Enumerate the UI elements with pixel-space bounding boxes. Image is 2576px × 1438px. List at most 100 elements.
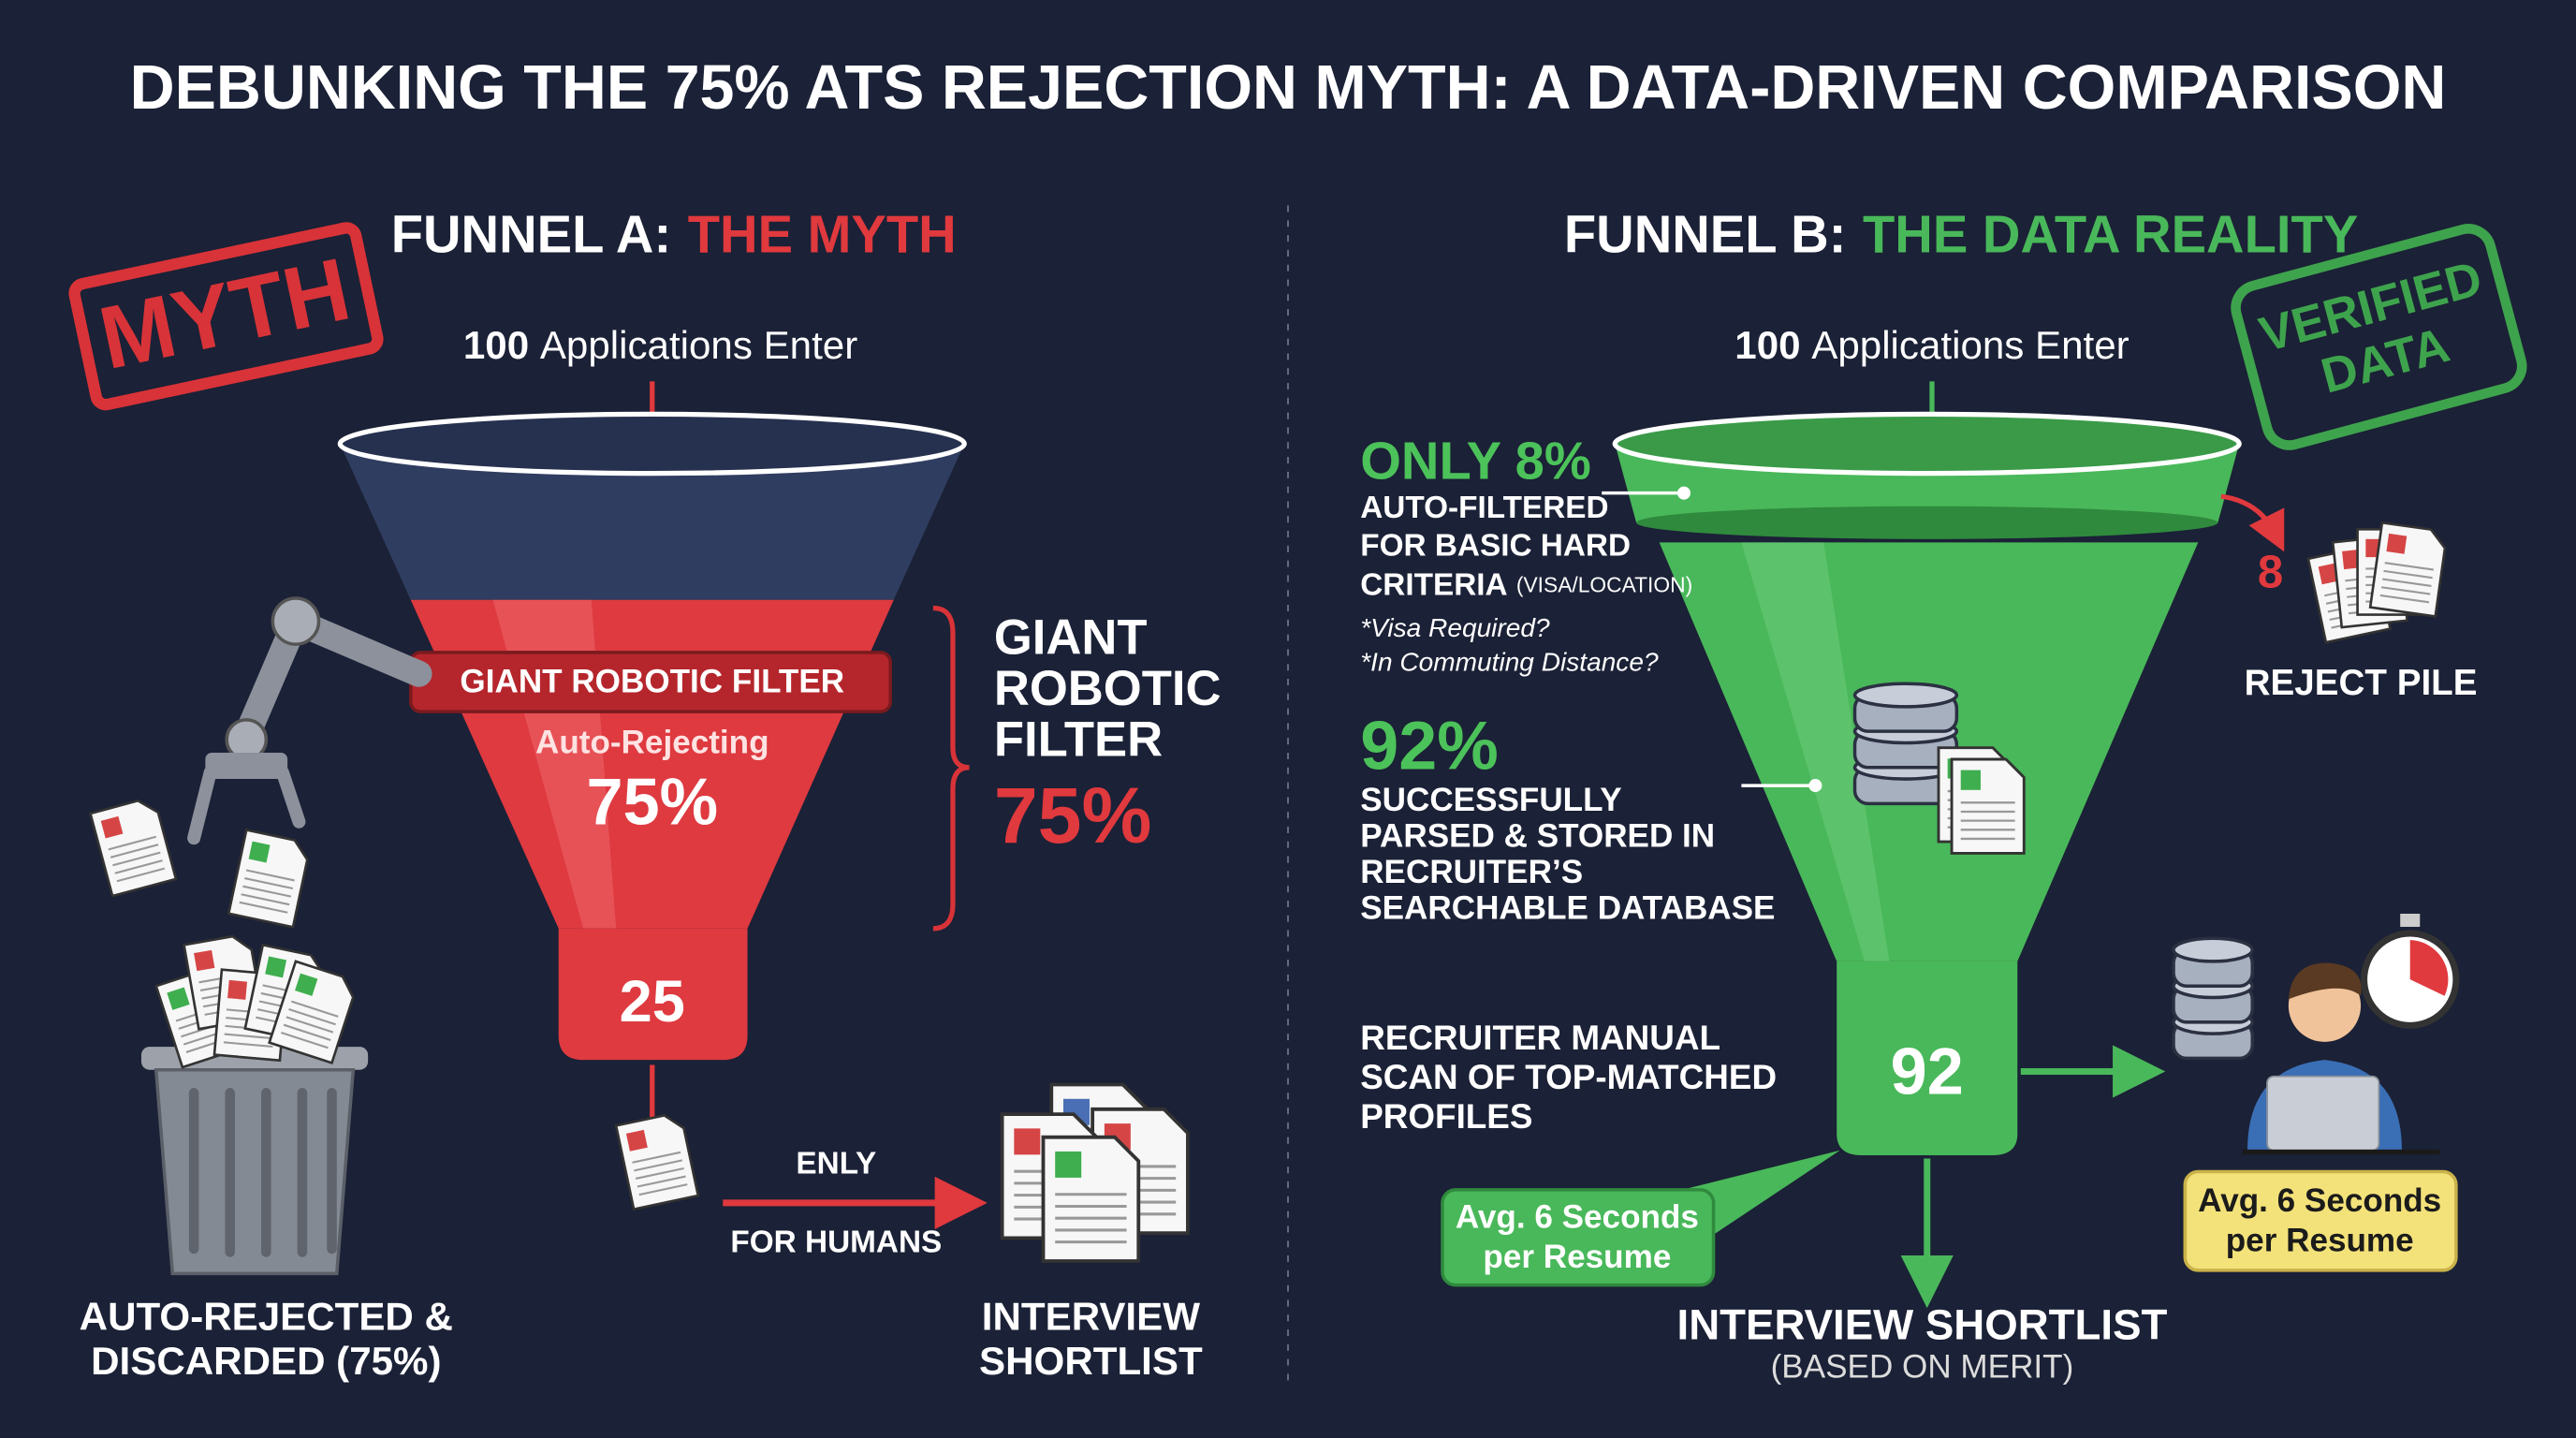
trash-ribs [188,1088,337,1257]
robot-arm [187,596,432,845]
funnel-rim [337,411,967,477]
database-icon [1852,682,1959,806]
side-label: FILTER [994,712,1163,767]
reject-label: REJECT PILE [2245,663,2478,703]
yellow-callout-text: Avg. 6 Seconds [2198,1182,2441,1219]
green-callout-text: Avg. 6 Seconds [1456,1199,1699,1236]
resume-line [290,1000,339,1018]
funnel-a-heading: FUNNEL A: THE MYTH [391,204,957,263]
resume [227,828,309,929]
stopwatch-crown [2400,913,2421,928]
database-icon [2172,936,2254,1061]
heading-prefix: FUNNEL B: [1564,204,1847,263]
resume-line [285,1016,334,1034]
resume-line [114,859,163,874]
resume [268,960,355,1065]
resume-line [224,1033,274,1040]
resume-line [244,877,293,890]
arm-hand [205,752,288,780]
resume-line [2383,569,2433,580]
band-edge [1636,506,2218,539]
resume-line [2384,562,2435,571]
trash-can [140,1047,369,1276]
title: DEBUNKING THE 75% ATS REJECTION MYTH: A … [130,53,2447,123]
heading-highlight: THE DATA REALITY [1863,204,2358,263]
shortlist-label: INTERVIEW SHORTLIST [1677,1300,2168,1348]
resume-photo [295,973,318,996]
resume-line [283,1023,331,1041]
resume-photo [625,1129,648,1152]
filtered-line: FOR BASIC HARD [1360,528,1631,563]
stored-line: SUCCESSFULLY [1360,782,1622,818]
resume-photo [265,956,287,978]
db-top [1852,682,1959,709]
resume-line [2379,594,2430,604]
filtered-headline: ONLY 8% [1360,432,1591,491]
entry-count: 100 [1734,323,1800,367]
resume-sheet [2368,521,2447,618]
filtered-line: AUTO-FILTERED [1360,491,1608,525]
resume-line [281,1032,329,1049]
entry-label: Applications Enter [1811,323,2129,367]
discard-label: AUTO-REJECTED & [80,1295,453,1339]
side-label: GIANT [994,610,1148,666]
yellow-callout-text: per Resume [2226,1222,2414,1258]
stopwatch [2361,913,2460,1029]
entry-text: 100 Applications Enter [463,323,857,367]
shortlist-label: INTERVIEW [982,1295,1200,1339]
shortlist-note: (BASED ON MERIT) [1771,1348,2074,1385]
resume-line [637,1175,686,1188]
resume-line [634,1159,683,1172]
resume-line [108,835,157,851]
filter-sub: Auto-Rejecting [535,724,769,760]
funnel-b-heading: FUNNEL B: THE DATA REALITY [1564,204,2358,263]
bracket [932,605,970,932]
resume-line [242,885,292,898]
resume-sheet [227,828,309,929]
filtered-line: CRITERIA (VISA/LOCATION) [1360,568,1692,603]
resume-line [241,893,290,906]
resume [88,799,178,898]
arm-joint [271,596,321,646]
laptop [2266,1075,2380,1152]
reject-count: 8 [2258,547,2283,597]
scan-line: RECRUITER MANUAL [1360,1019,1720,1057]
stored-line: SEARCHABLE DATABASE [1360,890,1775,927]
resume [1041,1135,1141,1263]
resume-line [635,1167,684,1180]
documents [88,521,2447,1263]
db-top [2172,936,2254,963]
stored-headline: 92% [1360,707,1499,785]
output-count: 25 [620,969,685,1034]
stamp-border [68,222,384,411]
side-label: ROBOTIC [994,661,1222,716]
discard-label: DISCARDED (75%) [91,1339,441,1383]
resume-sheet [268,960,355,1065]
recruiter [2242,962,2440,1155]
resume-line [116,867,166,883]
resume-photo [227,979,247,1000]
resume-line [638,1183,688,1196]
resume-photo [1055,1151,1082,1178]
resume [2368,521,2447,618]
shortlist-label: SHORTLIST [979,1339,1203,1383]
reject-arrow [2220,493,2285,552]
resume [1950,757,2026,855]
arrow-top: ENLY [796,1146,876,1181]
resume-line [2380,586,2431,595]
heading-highlight: THE MYTH [688,204,957,263]
connector-dot [1808,779,1822,793]
side-percent: 75% [994,771,1152,859]
recruiter-hair [2288,962,2362,1000]
filtered-note: (VISA/LOCATION) [1516,573,1692,597]
resume-photo [194,949,215,972]
arrow-bottom: FOR HUMANS [730,1225,942,1260]
resume-line [245,869,295,882]
funnel-rim [1612,411,2242,477]
entry-text: 100 Applications Enter [1734,323,2129,367]
connector-dot [1676,486,1690,500]
funnel-top [340,444,965,600]
yellow-callout [2183,1169,2458,1272]
resume-photo [167,987,190,1010]
resume-line [632,1151,681,1164]
